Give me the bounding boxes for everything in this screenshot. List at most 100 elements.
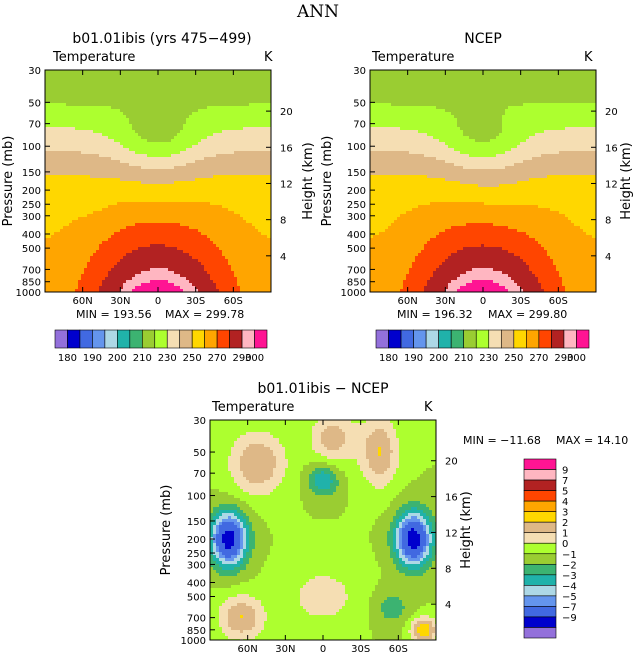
contour-cell: [90, 88, 94, 92]
contour-cell: [111, 133, 115, 137]
contour-cell: [177, 70, 181, 74]
contour-cell: [66, 130, 70, 134]
contour-cell: [219, 184, 223, 188]
contour-cell: [96, 235, 100, 239]
contour-cell: [222, 94, 226, 98]
contour-cell: [201, 217, 205, 221]
contour-cell: [198, 115, 202, 119]
contour-cell: [165, 85, 169, 89]
contour-cell: [252, 223, 256, 227]
contour-cell: [90, 262, 94, 266]
contour-cell: [93, 151, 97, 155]
contour-cell: [231, 166, 235, 170]
contour-cell: [132, 217, 136, 221]
contour-cell: [123, 220, 127, 224]
contour-cell: [132, 232, 136, 236]
contour-cell: [213, 214, 217, 218]
contour-cell: [132, 112, 136, 116]
contour-cell: [63, 106, 67, 110]
contour-cell: [234, 262, 238, 266]
contour-cell: [162, 193, 166, 197]
contour-cell: [144, 130, 148, 134]
contour-cell: [165, 73, 169, 77]
contour-cell: [144, 121, 148, 125]
contour-cell: [246, 82, 250, 86]
contour-cell: [108, 73, 112, 77]
contour-cell: [114, 184, 118, 188]
contour-cell: [219, 229, 223, 233]
contour-cell: [57, 208, 61, 212]
contour-cell: [177, 133, 181, 137]
contour-cell: [234, 244, 238, 248]
contour-cell: [255, 73, 259, 77]
contour-cell: [195, 100, 199, 104]
contour-cell: [222, 160, 226, 164]
contour-cell: [207, 184, 211, 188]
contour-cell: [204, 190, 208, 194]
contour-cell: [72, 151, 76, 155]
contour-cell: [72, 178, 76, 182]
contour-cell: [87, 193, 91, 197]
contour-cell: [231, 73, 235, 77]
contour-cell: [174, 76, 178, 80]
contour-cell: [60, 184, 64, 188]
contour-cell: [81, 220, 85, 224]
contour-cell: [57, 106, 61, 110]
contour-cell: [126, 88, 130, 92]
contour-cell: [216, 127, 220, 131]
contour-cell: [111, 118, 115, 122]
contour-cell: [156, 91, 160, 95]
contour-cell: [228, 235, 232, 239]
contour-cell: [93, 166, 97, 170]
contour-cell: [126, 76, 130, 80]
contour-cell: [264, 88, 268, 92]
contour-cell: [207, 241, 211, 245]
contour-cell: [186, 208, 190, 212]
contour-cell: [108, 103, 112, 107]
contour-cell: [264, 202, 268, 206]
contour-cell: [228, 85, 232, 89]
contour-cell: [207, 73, 211, 77]
contour-cell: [192, 187, 196, 191]
contour-cell: [105, 229, 109, 233]
contour-cell: [180, 109, 184, 113]
contour-cell: [156, 247, 160, 251]
contour-cell: [192, 94, 196, 98]
contour-cell: [96, 178, 100, 182]
contour-cell: [219, 190, 223, 194]
contour-cell: [156, 160, 160, 164]
contour-cell: [153, 136, 157, 140]
contour-cell: [132, 76, 136, 80]
contour-cell: [117, 136, 121, 140]
contour-cell: [180, 214, 184, 218]
contour-cell: [132, 193, 136, 197]
contour-cell: [267, 175, 271, 179]
contour-cell: [117, 148, 121, 152]
contour-cell: [138, 166, 142, 170]
contour-cell: [114, 211, 118, 215]
contour-cell: [210, 136, 214, 140]
contour-cell: [234, 178, 238, 182]
contour-cell: [78, 250, 82, 254]
contour-cell: [222, 199, 226, 203]
contour-cell: [48, 115, 52, 119]
contour-cell: [195, 226, 199, 230]
contour-cell: [234, 238, 238, 242]
contour-cell: [51, 202, 55, 206]
contour-cell: [120, 160, 124, 164]
contour-cell: [162, 82, 166, 86]
contour-cell: [264, 175, 268, 179]
contour-cell: [243, 241, 247, 245]
contour-cell: [213, 109, 217, 113]
contour-cell: [201, 106, 205, 110]
contour-cell: [135, 175, 139, 179]
contour-cell: [261, 154, 265, 158]
contour-cell: [102, 106, 106, 110]
contour-cell: [135, 112, 139, 116]
contour-cell: [162, 130, 166, 134]
contour-cell: [153, 94, 157, 98]
contour-cell: [57, 184, 61, 188]
contour-cell: [192, 229, 196, 233]
contour-cell: [162, 259, 166, 263]
contour-cell: [105, 169, 109, 173]
